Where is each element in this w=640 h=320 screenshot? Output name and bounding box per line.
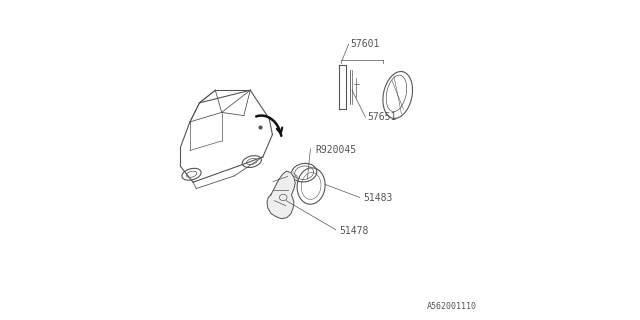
Text: 57651: 57651 bbox=[367, 112, 396, 122]
Text: 51483: 51483 bbox=[363, 193, 392, 203]
Text: R920045: R920045 bbox=[316, 146, 356, 156]
Text: 57601: 57601 bbox=[350, 39, 380, 49]
Polygon shape bbox=[267, 171, 295, 219]
Text: 51478: 51478 bbox=[339, 226, 369, 236]
Text: A562001110: A562001110 bbox=[427, 302, 477, 311]
